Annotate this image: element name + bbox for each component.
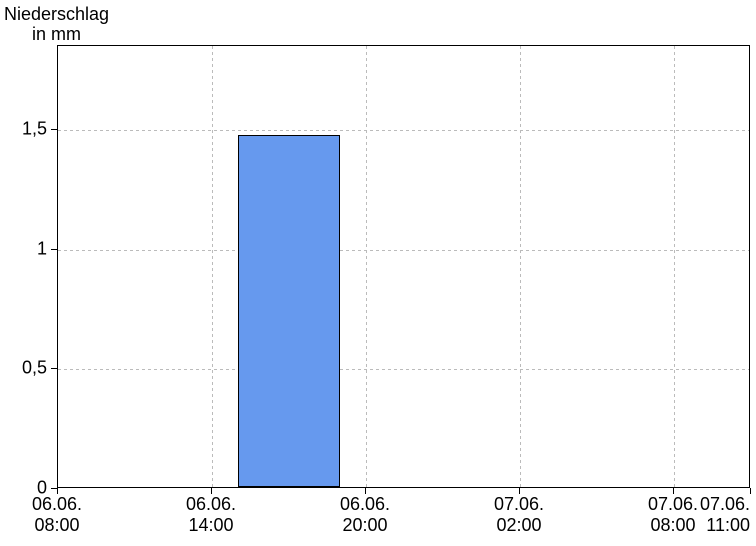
- x-tick-label: 06.06. 14:00: [186, 494, 236, 536]
- gridline-vertical: [520, 46, 521, 487]
- x-tick-label: 07.06. 02:00: [494, 494, 544, 536]
- y-tick-mark: [51, 368, 57, 369]
- gridline-vertical: [366, 46, 367, 487]
- y-tick-label: 0,5: [22, 358, 47, 379]
- gridline-horizontal: [58, 250, 749, 251]
- y-tick-mark: [51, 249, 57, 250]
- y-tick-mark: [51, 129, 57, 130]
- x-tick-label: 07.06. 11:00: [700, 494, 750, 536]
- gridline-vertical: [212, 46, 213, 487]
- chart-title-line1: Niederschlag: [4, 4, 109, 25]
- x-tick-label: 06.06. 08:00: [32, 494, 82, 536]
- gridline-horizontal: [58, 369, 749, 370]
- plot-area: [57, 45, 750, 488]
- y-tick-label: 1: [37, 238, 47, 259]
- gridline-horizontal: [58, 130, 749, 131]
- gridline-vertical: [674, 46, 675, 487]
- x-tick-label: 06.06. 20:00: [340, 494, 390, 536]
- x-tick-mark: [750, 488, 751, 494]
- y-tick-label: 1,5: [22, 118, 47, 139]
- chart-title-line2: in mm: [32, 24, 81, 45]
- x-tick-label: 07.06. 08:00: [648, 494, 698, 536]
- bar: [238, 135, 341, 487]
